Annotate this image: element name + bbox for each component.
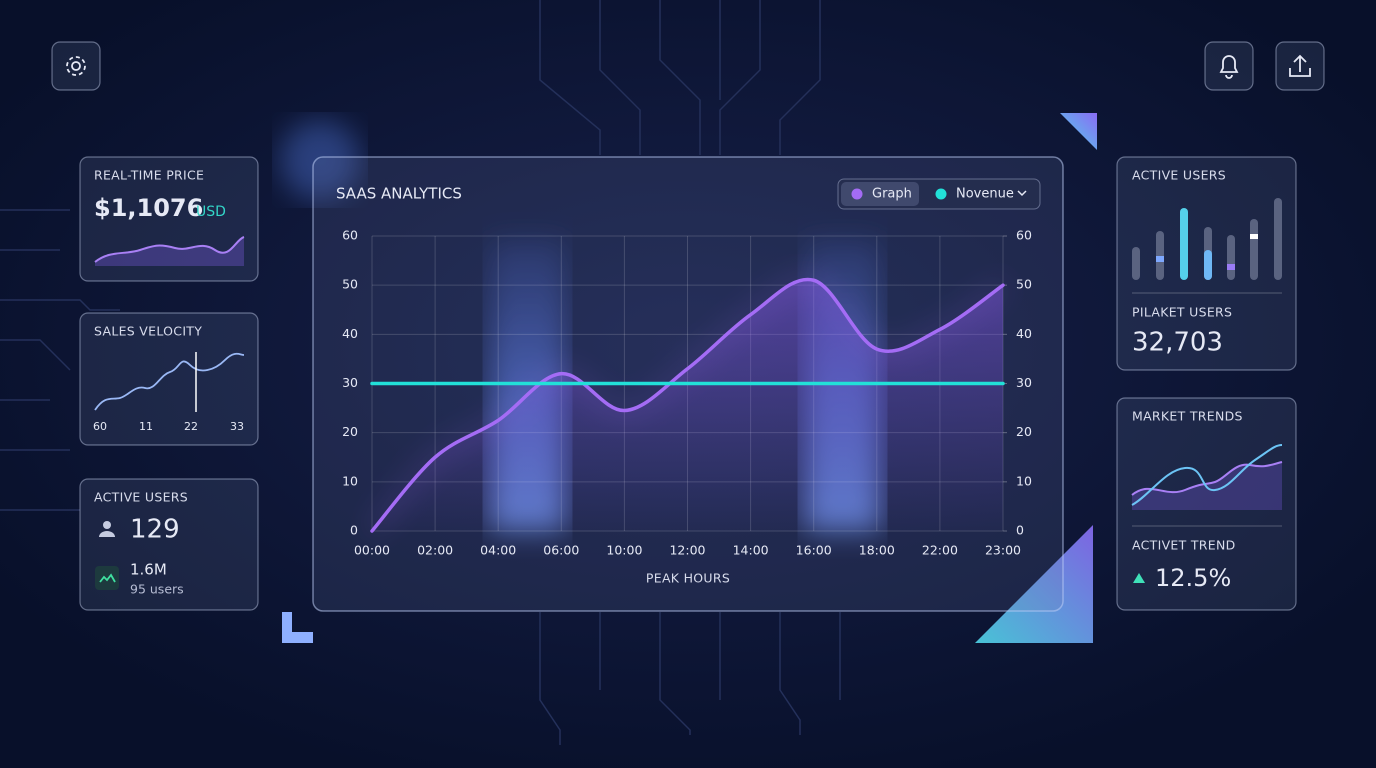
y-tick-label: 0 (350, 523, 358, 538)
trend-line (1131, 461, 1283, 496)
x-tick-label: 14:00 (733, 543, 769, 558)
y-tick-label: 20 (342, 424, 358, 439)
series-area (372, 279, 1003, 531)
legend-tab[interactable] (841, 182, 919, 206)
card-title: MARKET TRENDS (1132, 409, 1243, 424)
x-tick-label: 12:00 (669, 543, 705, 558)
axis-label: 60 (93, 420, 107, 433)
mini-bars (1132, 198, 1282, 280)
axis-label: 22 (184, 420, 198, 433)
chart-title: SAAS ANALYTICS (336, 185, 462, 203)
x-axis-label: PEAK HOURS (646, 571, 730, 586)
y-tick-label: 30 (342, 375, 358, 390)
y-tick-label: 60 (342, 228, 358, 243)
sub-value: 1.6M (130, 561, 167, 579)
y-tick-label: 40 (342, 326, 358, 341)
notification-button[interactable] (1204, 41, 1254, 91)
axis-label: 33 (230, 420, 244, 433)
sparkline-area (95, 237, 244, 266)
y2-tick-label: 20 (1016, 424, 1032, 439)
legend-label: Graph (872, 187, 912, 202)
price-value: $1,1076 (94, 194, 203, 222)
active-users-card (79, 478, 259, 611)
y-tick-label: 10 (342, 473, 358, 488)
y2-tick-label: 50 (1016, 277, 1032, 292)
axis-label: 11 (139, 420, 153, 433)
legend-swatch (851, 188, 863, 200)
card-title: ACTIVE USERS (94, 490, 188, 505)
user-icon (99, 521, 115, 537)
icon-box (95, 566, 119, 590)
x-tick-label: 18:00 (859, 543, 895, 558)
icon (99, 573, 116, 583)
sales-velocity-card (79, 312, 259, 446)
card-title: REAL-TIME PRICE (94, 168, 204, 183)
x-tick-label: 06:00 (543, 543, 579, 558)
market-trends-card (1116, 397, 1297, 611)
trend-line (1131, 444, 1283, 506)
x-tick-label: 22:00 (922, 543, 958, 558)
price-unit: USD (196, 204, 226, 220)
y2-tick-label: 30 (1016, 375, 1032, 390)
up-icon (1133, 573, 1145, 583)
y2-tick-label: 40 (1016, 326, 1032, 341)
settings-button[interactable] (51, 41, 101, 91)
dropdown-chevron[interactable] (1017, 190, 1027, 197)
x-tick-label: 00:00 (354, 543, 390, 558)
trend-label: ACTIVET TREND (1132, 538, 1236, 553)
y2-tick-label: 0 (1016, 523, 1024, 538)
legend-swatch (935, 188, 947, 200)
decor-triangle (1060, 113, 1097, 150)
x-tick-label: 16:00 (796, 543, 832, 558)
decor-corner (282, 612, 313, 643)
trend-value: 12.5% (1155, 564, 1231, 592)
metric-label: PILAKET USERS (1132, 305, 1232, 320)
y2-tick-label: 10 (1016, 473, 1032, 488)
sub-label: 95 users (130, 582, 184, 597)
x-tick-label: 10:00 (606, 543, 642, 558)
sparkline (94, 352, 245, 411)
circuit-lines (0, 0, 841, 745)
x-tick-label: 23:00 (985, 543, 1021, 558)
y-tick-label: 50 (342, 277, 358, 292)
metric-value: 32,703 (1132, 328, 1223, 358)
x-tick-label: 04:00 (480, 543, 516, 558)
x-tick-label: 02:00 (417, 543, 453, 558)
card-title: ACTIVE USERS (1132, 168, 1226, 183)
glow (280, 120, 360, 200)
velocity-labels: 60 11 22 33 (93, 420, 244, 433)
export-button[interactable] (1275, 41, 1325, 91)
card-title: SALES VELOCITY (94, 324, 202, 339)
y2-tick-label: 60 (1016, 228, 1032, 243)
users-value: 129 (130, 515, 180, 545)
sparkline (94, 236, 245, 263)
legend-label: Novenue (956, 187, 1014, 202)
series-line (370, 277, 1005, 533)
